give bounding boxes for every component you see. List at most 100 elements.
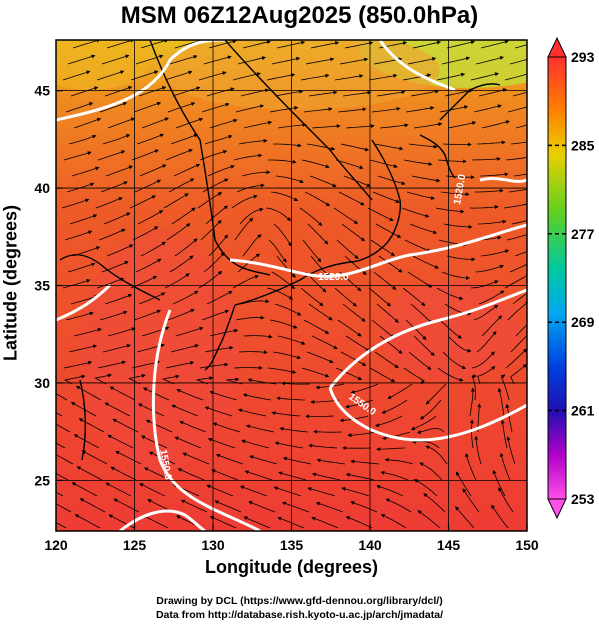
streamline bbox=[109, 386, 136, 401]
streamline bbox=[107, 117, 136, 129]
x-tick-label: 130 bbox=[201, 537, 225, 553]
streamline bbox=[177, 468, 205, 481]
streamline bbox=[369, 367, 396, 383]
streamline bbox=[164, 70, 193, 81]
streamline bbox=[335, 367, 363, 381]
streamline bbox=[243, 516, 271, 529]
streamline bbox=[174, 40, 203, 49]
streamline bbox=[413, 479, 438, 497]
streamline bbox=[237, 56, 266, 65]
y-tick-label: 30 bbox=[34, 375, 50, 391]
streamline bbox=[64, 374, 86, 385]
streamline bbox=[68, 134, 97, 145]
streamline bbox=[344, 255, 367, 276]
streamline bbox=[165, 148, 193, 161]
streamline bbox=[102, 134, 131, 145]
streamline bbox=[231, 194, 258, 209]
streamline bbox=[300, 287, 324, 307]
streamline bbox=[480, 40, 509, 49]
streamline bbox=[316, 458, 346, 465]
streamline bbox=[56, 454, 74, 465]
streamline bbox=[198, 71, 227, 81]
colorbar-tick-label: 253 bbox=[571, 491, 595, 507]
streamline bbox=[165, 360, 195, 369]
streamline bbox=[140, 435, 168, 449]
streamline bbox=[108, 514, 135, 529]
streamline bbox=[56, 472, 69, 481]
streamline bbox=[278, 471, 307, 481]
streamline bbox=[148, 451, 176, 465]
streamline bbox=[379, 123, 409, 129]
streamline bbox=[371, 106, 401, 113]
streamline bbox=[402, 287, 426, 307]
y-tick-label: 35 bbox=[34, 278, 50, 294]
streamline bbox=[413, 122, 443, 129]
streamline bbox=[215, 453, 244, 465]
streamline bbox=[410, 89, 440, 97]
streamline bbox=[133, 101, 162, 113]
streamline bbox=[481, 120, 510, 129]
streamline bbox=[106, 244, 134, 257]
streamline bbox=[63, 360, 93, 369]
streamline bbox=[271, 411, 301, 417]
streamline bbox=[471, 351, 495, 369]
streamline bbox=[497, 387, 505, 417]
streamline bbox=[143, 467, 171, 481]
streamline bbox=[276, 40, 306, 49]
streamline bbox=[478, 290, 505, 305]
streamline bbox=[305, 414, 335, 419]
streamline bbox=[387, 383, 413, 399]
streamline bbox=[367, 207, 394, 221]
streamline bbox=[243, 334, 273, 339]
y-tick-label: 40 bbox=[34, 180, 50, 196]
streamline bbox=[473, 304, 499, 321]
streamline bbox=[102, 343, 131, 353]
streamline bbox=[137, 403, 165, 417]
streamline bbox=[56, 491, 64, 497]
streamline bbox=[276, 255, 296, 278]
streamline bbox=[95, 197, 123, 209]
streamline bbox=[417, 510, 441, 529]
streamline bbox=[471, 156, 501, 161]
streamline bbox=[209, 328, 239, 337]
streamline bbox=[56, 412, 63, 417]
streamline bbox=[205, 205, 229, 225]
streamline bbox=[345, 335, 371, 352]
streamline bbox=[311, 472, 341, 481]
colorbar-tick-label: 285 bbox=[571, 137, 595, 153]
streamline bbox=[128, 373, 146, 385]
streamline bbox=[343, 175, 371, 187]
y-axis-label: Latitude (degrees) bbox=[0, 204, 21, 362]
streamline bbox=[206, 87, 235, 97]
streamline bbox=[310, 255, 331, 278]
streamline bbox=[274, 303, 302, 316]
streamline bbox=[281, 381, 311, 386]
streamline bbox=[56, 503, 72, 513]
streamline bbox=[242, 393, 272, 401]
streamline bbox=[401, 207, 430, 218]
streamline bbox=[96, 277, 125, 289]
colorbar-top-arrow bbox=[547, 36, 567, 58]
streamline bbox=[247, 378, 277, 385]
streamline bbox=[179, 420, 207, 433]
temperature-field: 1520.0 1550.0 1550.0 1520.0 bbox=[56, 40, 527, 531]
contour-label: 1520.0 bbox=[318, 272, 349, 283]
streamline bbox=[214, 500, 242, 513]
streamline bbox=[62, 279, 91, 289]
streamline bbox=[104, 402, 131, 417]
streamline bbox=[337, 107, 367, 113]
streamline bbox=[499, 452, 511, 481]
streamline bbox=[267, 367, 297, 374]
streamline bbox=[269, 106, 299, 113]
streamline bbox=[504, 73, 527, 81]
streamline bbox=[272, 351, 302, 360]
streamline bbox=[515, 324, 527, 337]
streamline bbox=[180, 499, 208, 513]
streamline bbox=[345, 399, 374, 409]
streamline bbox=[439, 319, 462, 339]
graticule bbox=[56, 40, 527, 531]
streamline bbox=[412, 255, 439, 269]
streamline bbox=[305, 57, 335, 65]
streamline bbox=[201, 102, 230, 113]
streamline bbox=[514, 44, 527, 49]
